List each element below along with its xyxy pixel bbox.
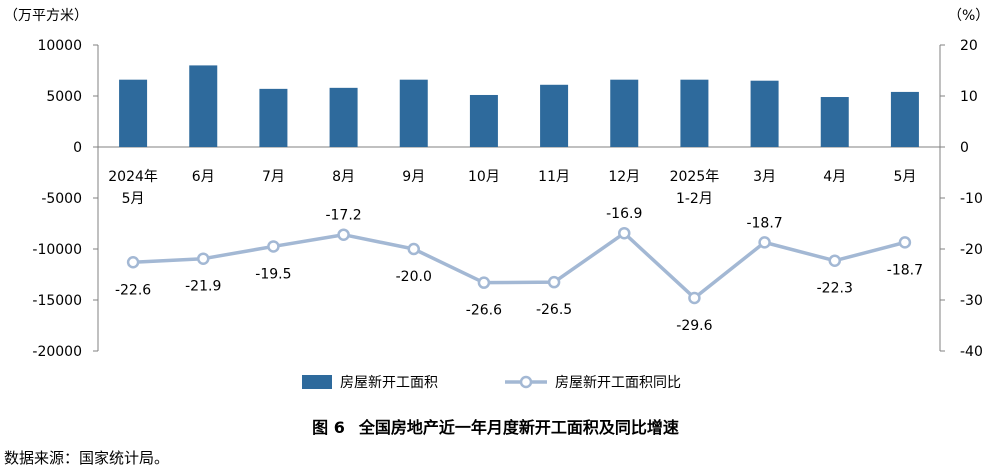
right-tick-label: -30	[960, 293, 983, 309]
left-tick-label: -10000	[32, 242, 82, 258]
figure-number: 图 6	[312, 418, 345, 437]
yoy-point-2	[197, 252, 210, 265]
bar-11	[820, 97, 849, 147]
yoy-point-5	[407, 242, 420, 256]
yoy-point-10	[758, 236, 771, 249]
left-tick-label: -20000	[32, 344, 82, 360]
bar-8	[610, 79, 639, 147]
yoy-data-label-2: -21.9	[185, 279, 221, 295]
yoy-point-3	[267, 240, 280, 253]
yoy-point-7	[547, 275, 561, 289]
left-tick-label: 5000	[46, 89, 82, 105]
bar-10	[750, 80, 779, 147]
yoy-point-11	[828, 254, 841, 267]
bar-1	[119, 79, 148, 147]
yoy-data-label-1: -22.6	[115, 282, 151, 298]
yoy-data-label-7: -26.5	[536, 302, 572, 318]
x-tick-label: 10月	[468, 169, 500, 185]
yoy-point-8	[618, 226, 631, 240]
bar-12	[890, 91, 919, 147]
legend-line-marker	[519, 375, 533, 389]
x-tick-label: 8月	[332, 169, 355, 185]
right-tick-label: 10	[960, 89, 978, 105]
right-tick-label: -40	[960, 344, 983, 360]
yoy-data-label-6: -26.6	[466, 303, 502, 319]
x-tick-label: 5月	[893, 169, 916, 185]
yoy-data-label-10: -18.7	[746, 215, 782, 231]
left-tick-label: -15000	[32, 293, 82, 309]
figure-caption: 图 6 全国房地产近一年月度新开工面积及同比增速	[0, 414, 991, 438]
yoy-point-4	[337, 228, 350, 241]
yoy-data-label-5: -20.0	[396, 269, 432, 285]
x-tick-label: 7月	[262, 169, 285, 185]
x-tick-label: 1-2月	[676, 191, 713, 207]
x-tick-label: 12月	[608, 169, 640, 185]
data-source-note: 数据来源：国家统计局。	[4, 449, 170, 467]
yoy-data-label-4: -17.2	[325, 208, 361, 224]
yoy-line	[132, 231, 906, 300]
bar-9	[680, 79, 709, 147]
yoy-data-label-8: -16.9	[606, 206, 642, 222]
yoy-data-label-3: -19.5	[255, 266, 291, 282]
right-tick-label: 0	[960, 140, 969, 156]
bar-5	[399, 79, 428, 147]
yoy-data-label-11: -22.3	[817, 281, 853, 297]
x-tick-label: 2025年	[670, 169, 720, 185]
left-axis-unit: （万平方米）	[4, 8, 88, 24]
x-tick-label: 11月	[538, 169, 570, 185]
left-tick-label: 0	[73, 140, 82, 156]
yoy-point-12	[898, 236, 912, 249]
right-axis-unit: （%）	[948, 8, 989, 24]
bar-7	[540, 84, 569, 147]
yoy-point-9	[688, 291, 701, 305]
legend-line-label: 房屋新开工面积同比	[555, 375, 681, 391]
left-tick-label: -5000	[41, 191, 82, 207]
bar-6	[469, 94, 498, 147]
yoy-data-label-12: -18.7	[887, 262, 923, 278]
figure-title: 全国房地产近一年月度新开工面积及同比增速	[358, 418, 679, 437]
x-tick-label: 2024年	[108, 169, 158, 185]
bar-4	[329, 87, 358, 147]
yoy-point-6	[477, 276, 491, 289]
bar-3	[259, 88, 288, 147]
right-tick-label: -10	[960, 191, 983, 207]
right-tick-label: 20	[960, 38, 978, 54]
legend-bar-swatch	[302, 375, 332, 389]
right-tick-label: -20	[960, 242, 983, 258]
left-tick-label: 10000	[37, 38, 82, 54]
legend-bar-label: 房屋新开工面积	[340, 375, 438, 391]
yoy-data-label-9: -29.6	[676, 318, 712, 334]
x-tick-label: 9月	[402, 169, 425, 185]
bar-2	[189, 65, 218, 147]
x-tick-label: 6月	[192, 169, 215, 185]
x-tick-label: 4月	[823, 169, 846, 185]
yoy-point-1	[126, 256, 140, 269]
x-tick-label: 5月	[122, 191, 145, 207]
x-tick-label: 3月	[753, 169, 776, 185]
